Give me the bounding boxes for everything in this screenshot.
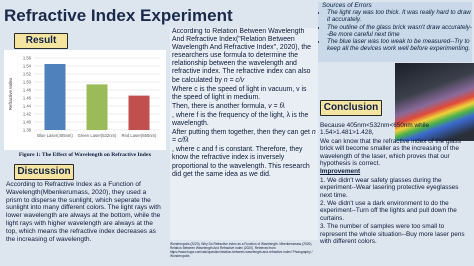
- prism-image: [395, 63, 474, 141]
- box-heading: Sources of Errors: [322, 2, 372, 9]
- chart: Refractive Index 1.38 1.40 1.42 1.44 1.46 1.48…: [4, 50, 166, 150]
- y-tick-label: 1.38: [23, 128, 32, 133]
- section-heading: Result: [14, 33, 68, 49]
- bar: [86, 84, 108, 130]
- poster-title: Refractive Index Experiment: [4, 6, 233, 25]
- list-item: The light ray was too thick. It was real…: [327, 9, 472, 24]
- references: Wonderopolis (2020). Why Do Refractive I…: [170, 242, 313, 258]
- x-tick-label: Blue Laser(405nm): [37, 133, 73, 138]
- list-item: 1. We didn't wear safety glasses during …: [320, 176, 459, 199]
- paragraph: , where f is the frequency of the light,…: [172, 111, 309, 128]
- figure-caption: Figure 1: The Effect of Wavelength on Re…: [18, 152, 152, 158]
- conclusion-text: Because 405nm<532nm<650nm while 1.54>1.4…: [320, 122, 472, 265]
- formula: n = c/fλ: [172, 129, 316, 145]
- x-tick-label: Red Laser(650nm): [122, 133, 158, 138]
- paragraph: Because 405nm<532nm<650nm while 1.54>1.4…: [320, 122, 430, 137]
- paragraph: We can know that the refractive index of…: [320, 137, 461, 168]
- subheading: Improvement: [320, 168, 361, 176]
- formula: n = c/v: [223, 76, 245, 84]
- text-column: According to Relation Between Wavelength…: [170, 28, 318, 240]
- list-item: The outline of the glass brick wasn't dr…: [327, 24, 472, 39]
- section-heading: Discussion: [14, 164, 74, 180]
- section-heading: Conclusion: [320, 100, 382, 116]
- formula: v = fλ: [268, 102, 285, 110]
- y-tick-label: 1.56: [23, 56, 32, 61]
- y-tick-label: 1.48: [23, 88, 32, 93]
- paragraph: Then, there is another formula,: [172, 102, 267, 110]
- y-tick-label: 1.46: [23, 96, 32, 101]
- list-item: The blue laser was too weak to be measur…: [327, 38, 472, 53]
- paragraph: , where c and f is constant. Therefore, …: [172, 146, 310, 178]
- list-item: 2. We didn't use a dark environment to d…: [320, 200, 457, 222]
- paragraph: After putting them together, then they c…: [172, 129, 310, 137]
- errors-box: Sources of Errors The light ray was too …: [318, 2, 472, 62]
- list-item: 3. The number of samples were too small …: [320, 223, 465, 246]
- bar: [128, 95, 150, 130]
- y-axis-label: Refractive Index: [8, 77, 13, 110]
- paragraph: Where c is the speed of light in vacuum,…: [172, 85, 307, 101]
- y-tick-label: 1.50: [23, 80, 32, 85]
- y-tick-label: 1.52: [23, 72, 32, 77]
- paragraph: According to Refractive Index as a Funct…: [6, 181, 161, 243]
- y-tick-label: 1.44: [23, 104, 32, 109]
- bar: [44, 64, 66, 130]
- paragraph: According to Relation Between Wavelength…: [172, 28, 311, 84]
- y-tick-label: 1.54: [23, 64, 32, 69]
- y-tick-label: 1.42: [23, 112, 32, 117]
- y-tick-label: 1.40: [23, 120, 32, 125]
- x-tick-label: Green Laser(532nm): [78, 133, 117, 138]
